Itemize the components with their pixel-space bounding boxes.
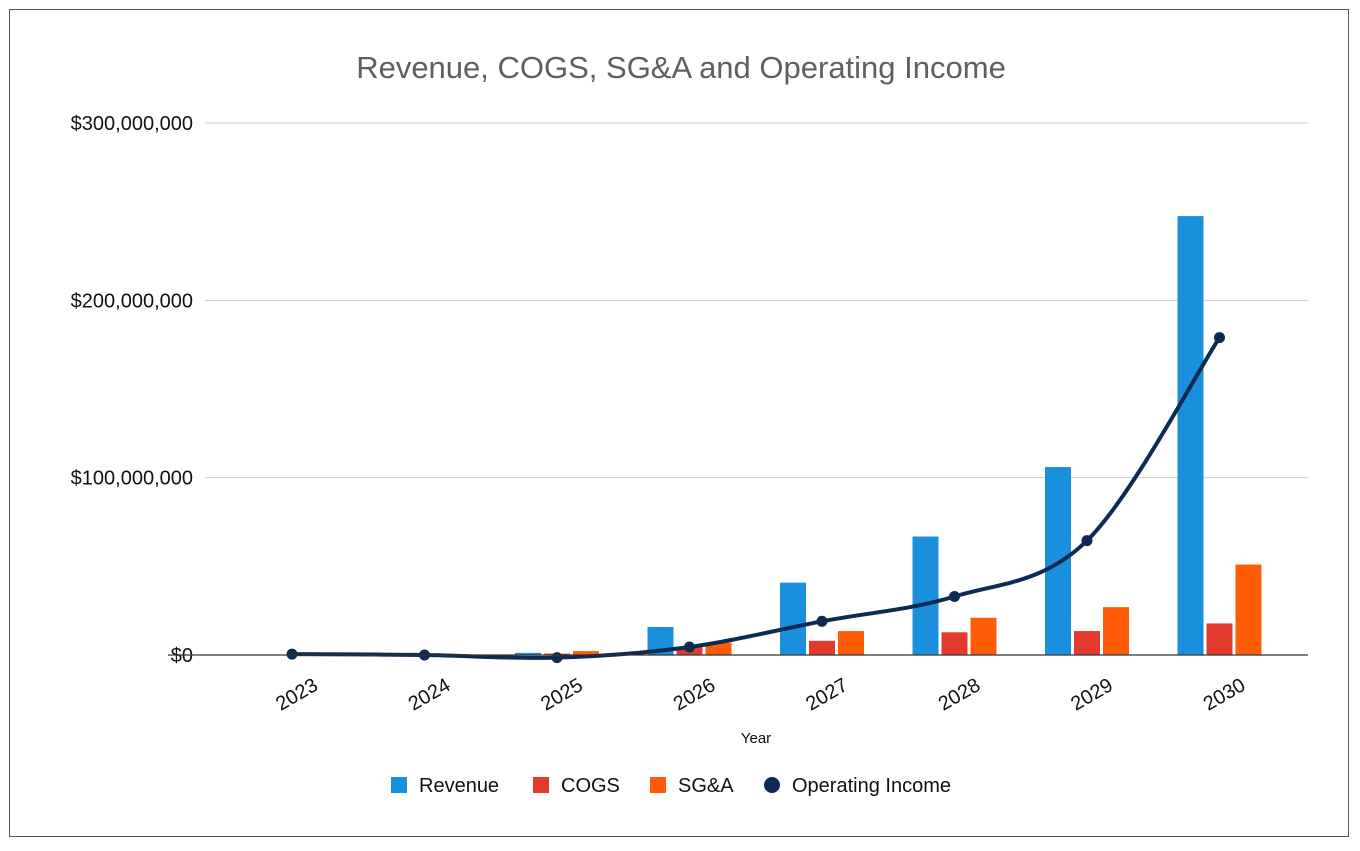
x-tick-label: 2028 <box>935 674 985 715</box>
bar-sg-a <box>573 651 599 655</box>
chart-title: Revenue, COGS, SG&A and Operating Income <box>356 50 1006 85</box>
bar-sg-a <box>838 631 864 655</box>
legend-label-cogs: COGS <box>561 775 620 797</box>
operating-income-point <box>949 590 960 602</box>
bar-cogs <box>1206 623 1233 655</box>
x-axis-label: Year <box>741 730 771 747</box>
bar-cogs <box>1074 631 1100 655</box>
bar-revenue <box>780 582 806 655</box>
x-tick-label: 2025 <box>537 674 587 715</box>
operating-income-line <box>286 332 1225 664</box>
legend-label-operating-income: Operating Income <box>792 775 951 797</box>
y-tick-label: $300,000,000 <box>71 113 193 135</box>
bar-revenue <box>515 652 541 655</box>
bar-cogs <box>809 640 835 655</box>
y-tick-label: $100,000,000 <box>71 468 193 490</box>
bar-sg-a <box>705 642 732 655</box>
x-tick-label: 2027 <box>802 674 852 715</box>
legend: Revenue COGS SG&A Operating Income <box>391 775 951 797</box>
legend-label-sg-a: SG&A <box>678 775 734 797</box>
legend-marker-sg-a <box>650 777 666 793</box>
x-axis: 2023 2024 2025 2026 2027 2028 2029 2030 <box>168 654 1308 715</box>
bar-sg-a <box>1235 564 1262 655</box>
operating-income-path <box>290 335 1222 660</box>
operating-income-point <box>551 652 563 664</box>
bar-sg-a <box>1103 607 1129 655</box>
grid <box>205 122 1308 479</box>
x-tick-label: 2026 <box>670 674 720 715</box>
bar-revenue <box>1177 216 1204 655</box>
legend-marker-operating-income <box>764 777 780 793</box>
bars <box>515 216 1262 655</box>
chart-frame <box>9 9 1349 837</box>
x-tick-label: 2023 <box>272 674 322 715</box>
operating-income-point <box>1081 535 1093 547</box>
operating-income-point <box>1214 332 1225 344</box>
x-tick-label: 2030 <box>1200 674 1250 715</box>
x-tick-label: 2029 <box>1067 674 1117 715</box>
operating-income-point <box>684 641 695 653</box>
y-axis: $0 $100,000,000 $200,000,000 $300,000,000 <box>71 113 193 667</box>
legend-label-revenue: Revenue <box>419 775 499 797</box>
y-tick-label: $0 <box>171 645 193 667</box>
bar-cogs <box>941 632 968 655</box>
x-tick-label: 2024 <box>405 674 455 715</box>
operating-income-point <box>816 615 828 627</box>
y-tick-label: $200,000,000 <box>71 290 193 312</box>
bar-revenue <box>912 536 939 655</box>
legend-marker-cogs <box>533 777 549 793</box>
legend-marker-revenue <box>391 777 407 793</box>
bar-sg-a <box>970 617 997 655</box>
operating-income-point <box>286 648 298 660</box>
